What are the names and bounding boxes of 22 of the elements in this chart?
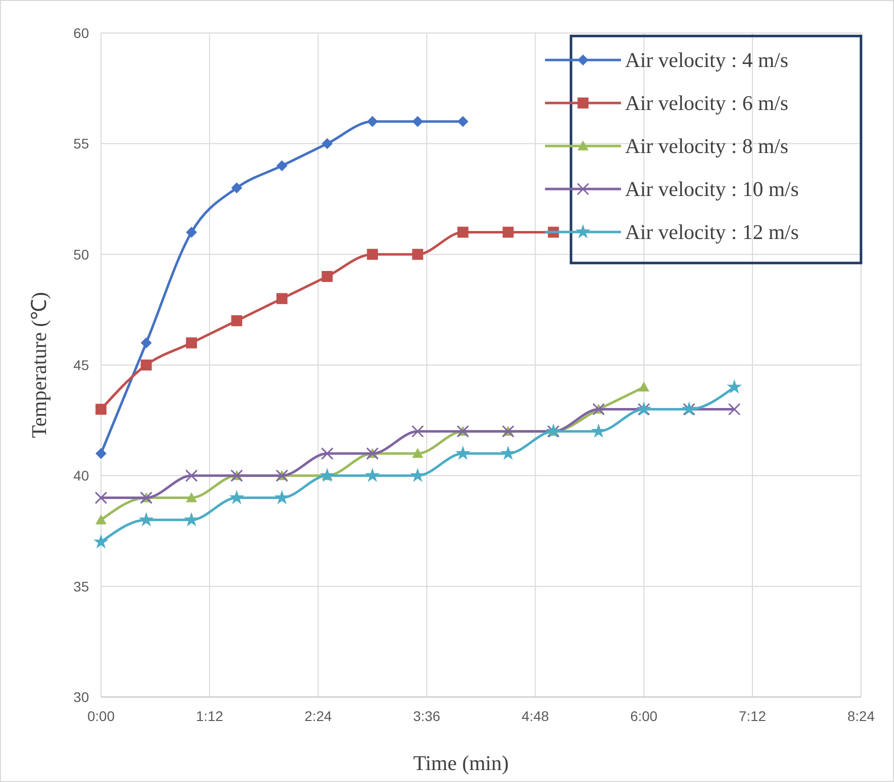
y-tick-label: 45	[73, 357, 90, 373]
legend-label: Air velocity : 12 m/s	[625, 220, 799, 244]
x-tick-label: 1:12	[196, 708, 224, 724]
legend-label: Air velocity : 6 m/s	[625, 91, 788, 115]
x-axis-title: Time (min)	[413, 751, 509, 775]
y-tick-label: 60	[73, 25, 90, 41]
x-tick-label: 2:24	[304, 708, 332, 724]
y-axis-title: Temperature (℃)	[27, 292, 51, 438]
legend-label: Air velocity : 8 m/s	[625, 134, 788, 158]
x-tick-label: 3:36	[413, 708, 441, 724]
y-tick-label: 35	[73, 578, 90, 594]
x-tick-label: 4:48	[522, 708, 550, 724]
y-tick-label: 30	[73, 689, 90, 705]
x-tick-label: 8:24	[847, 708, 875, 724]
y-tick-label: 40	[73, 468, 90, 484]
y-tick-label: 55	[73, 136, 90, 152]
x-tick-label: 0:00	[87, 708, 115, 724]
y-tick-label: 50	[73, 246, 90, 262]
legend-label: Air velocity : 4 m/s	[625, 48, 788, 72]
legend-label: Air velocity : 10 m/s	[625, 177, 799, 201]
x-tick-label: 7:12	[738, 708, 766, 724]
x-tick-label: 6:00	[630, 708, 658, 724]
